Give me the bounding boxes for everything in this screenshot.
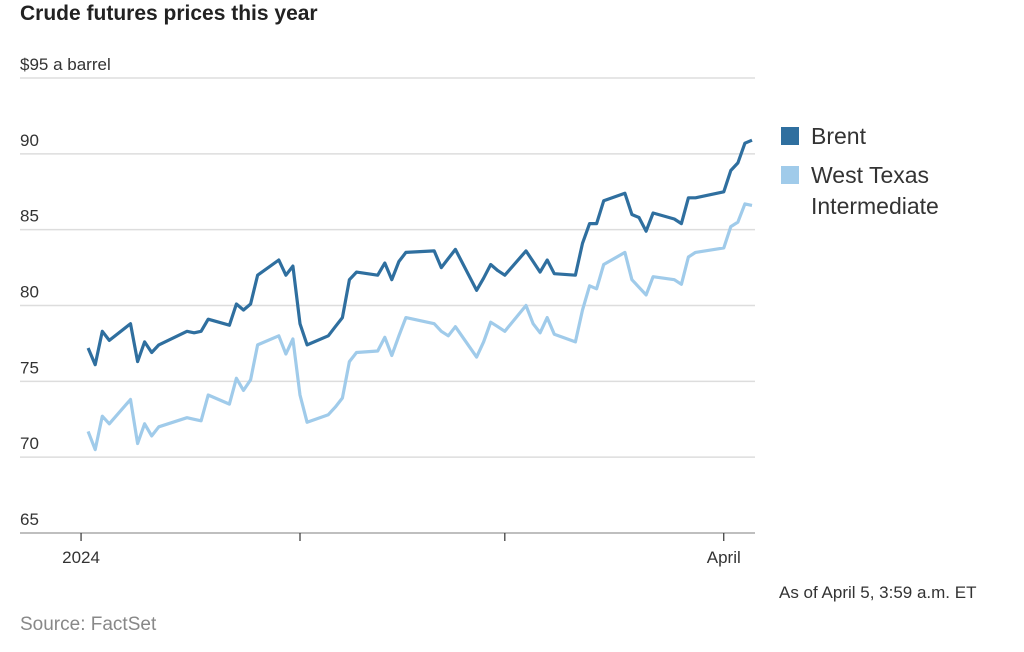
series-line-west-texas-intermediate	[86, 202, 753, 452]
source-note: Source: FactSet	[20, 614, 157, 635]
y-tick-label: 65	[20, 510, 39, 529]
series-line-brent	[86, 138, 753, 367]
legend-label-wti-1: West Texas	[811, 162, 929, 188]
legend-label-wti-2: Intermediate	[811, 193, 939, 219]
series-lines	[86, 138, 753, 452]
y-tick-label: 75	[20, 358, 39, 377]
y-tick-label: 70	[20, 434, 39, 453]
x-tick-label: April	[707, 548, 741, 567]
y-tick-label: 80	[20, 283, 39, 302]
legend: Brent West Texas Intermediate	[781, 123, 939, 219]
legend-swatch-wti	[781, 166, 799, 184]
legend-swatch-brent	[781, 127, 799, 145]
legend-label-brent: Brent	[811, 123, 867, 149]
y-tick-label: 90	[20, 131, 39, 150]
y-tick-label: $95 a barrel	[20, 55, 111, 74]
x-axis: 2024 April	[62, 533, 741, 567]
y-tick-label: 85	[20, 207, 39, 226]
chart-title: Crude futures prices this year	[20, 2, 318, 25]
gridlines	[20, 77, 755, 534]
y-axis: 65 70 75 80 85 90 $95 a barrel	[20, 55, 111, 529]
timestamp-note: As of April 5, 3:59 a.m. ET	[779, 583, 976, 602]
x-tick-label: 2024	[62, 548, 100, 567]
